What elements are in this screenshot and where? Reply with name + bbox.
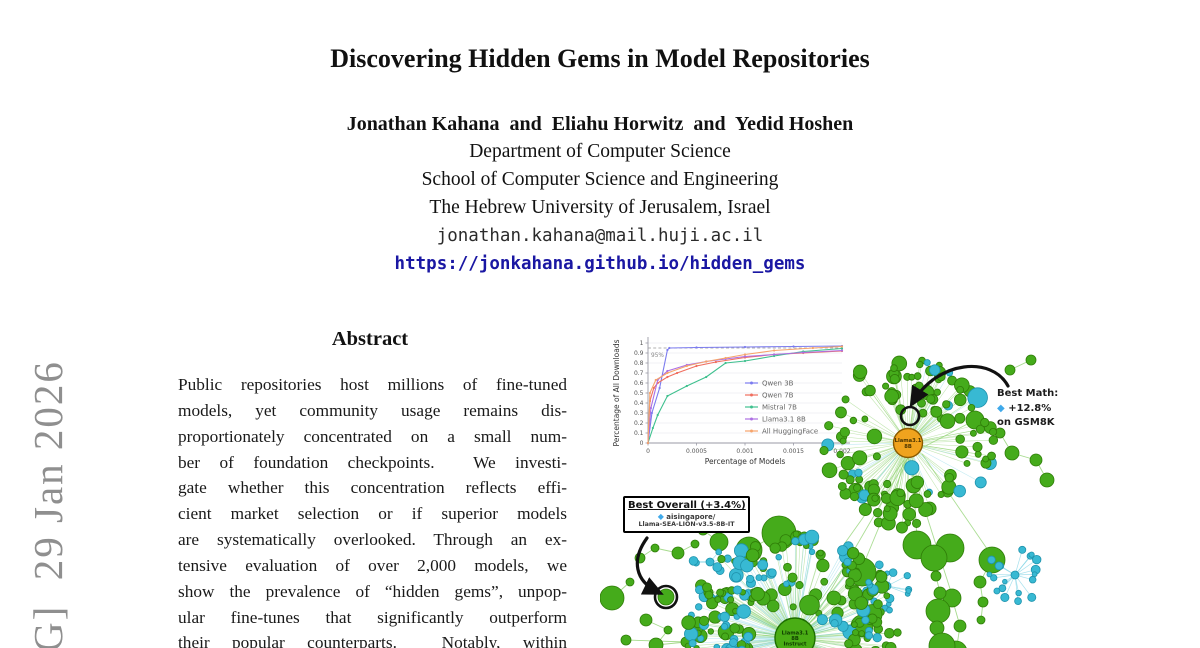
arxiv-stamp: G] 29 Jan 2026 (25, 360, 71, 648)
best-overall-model: Llama-SEA-LION-v3.5-8B-IT (638, 521, 735, 528)
svg-text:0.3: 0.3 (634, 410, 644, 417)
affiliation-line-3: The Hebrew University of Jerusalem, Isra… (429, 197, 771, 218)
abstract-line: tensive evaluation of over 2,000 models,… (178, 555, 567, 575)
svg-text:Llama3.1: Llama3.1 (782, 630, 809, 636)
svg-text:Llama3.1: Llama3.1 (895, 438, 922, 444)
gem-icon: ◆ (997, 402, 1005, 414)
abstract-line: cient market selection or if superior mo… (178, 504, 567, 524)
svg-text:Percentage of All Downloads: Percentage of All Downloads (612, 339, 621, 446)
affiliation-line-1: Department of Computer Science (469, 141, 731, 162)
best-overall-title: Best Overall (+3.4%) (628, 500, 746, 511)
abstract-line: ular fine-tunes that significantly outpe… (178, 607, 567, 627)
svg-text:0.6: 0.6 (634, 380, 644, 387)
svg-text:All HuggingFace: All HuggingFace (762, 427, 818, 435)
contact-email: jonathan.kahana@mail.huji.ac.il (436, 226, 764, 246)
abstract-line: ber of foundation checkpoints. We invest… (178, 452, 567, 472)
abstract-line: are systematically overlooked. Through a… (178, 530, 567, 550)
abstract-line: their popular counterparts. Notably, wit… (178, 633, 567, 648)
abstract-heading: Abstract (331, 328, 409, 350)
best-math-label: Best Math: (997, 388, 1059, 399)
abstract-line: models, yet community usage remains dis- (178, 400, 567, 420)
paper-header: Discovering Hidden Gems in Model Reposit… (150, 44, 1050, 278)
svg-text:0.8: 0.8 (634, 360, 644, 367)
svg-text:95%: 95% (651, 353, 664, 359)
abstract-line: show the prevalence of “hidden gems”, un… (178, 581, 567, 601)
paper-authors: Jonathan Kahana and Eliahu Horwitz and Y… (346, 113, 854, 135)
paper-title: Discovering Hidden Gems in Model Reposit… (330, 44, 870, 73)
abstract-body: Public repositories host millions of fin… (178, 372, 567, 648)
abstract-line: Public repositories host millions of fin… (178, 375, 567, 394)
svg-text:Percentage of Models: Percentage of Models (705, 457, 786, 466)
svg-text:8B: 8B (904, 444, 912, 450)
svg-text:Mistral 7B: Mistral 7B (762, 403, 797, 411)
gem-icon: ◆ (657, 512, 664, 521)
svg-text:Qwen 3B: Qwen 3B (762, 379, 794, 387)
svg-text:Instruct: Instruct (784, 642, 808, 648)
best-overall-annotation: Best Overall (+3.4%) ◆ aisingapore/ Llam… (623, 496, 750, 533)
downloads-cdf-chart: 0 0.1 0.2 0.3 0.4 0.5 0.6 0.7 0.8 0.9 1 0 0.0005 0.00… (612, 337, 851, 466)
best-math-value: +12.8% (1008, 402, 1052, 414)
svg-text:0: 0 (640, 440, 644, 447)
best-math-annotation: Best Math: ◆ +12.8% on GSM8K (997, 387, 1087, 431)
abstract-line: gate whether this concentration reflects… (178, 478, 567, 498)
affiliation-line-2: School of Computer Science and Engineeri… (421, 169, 779, 190)
svg-text:0.1: 0.1 (634, 430, 644, 437)
svg-text:Llama3.1 8B: Llama3.1 8B (762, 415, 806, 423)
svg-text:8B: 8B (791, 636, 799, 642)
best-overall-org: aisingapore/ (666, 513, 716, 521)
svg-text:0: 0 (646, 448, 650, 455)
best-math-benchmark: on GSM8K (997, 417, 1055, 428)
abstract-line: proportionately concentrated on a small … (178, 426, 567, 446)
svg-text:0.001: 0.001 (736, 448, 753, 455)
svg-text:0.0005: 0.0005 (686, 448, 707, 455)
project-url-link[interactable]: https://jonkahana.github.io/hidden_gems (394, 254, 806, 274)
svg-text:0.0015: 0.0015 (783, 448, 804, 455)
svg-text:0.5: 0.5 (634, 390, 644, 397)
svg-text:0.4: 0.4 (634, 400, 644, 407)
svg-text:0.7: 0.7 (634, 370, 644, 377)
svg-text:1: 1 (640, 340, 644, 347)
svg-text:0.2: 0.2 (634, 420, 644, 427)
svg-text:0.9: 0.9 (634, 350, 644, 357)
svg-text:Qwen 7B: Qwen 7B (762, 391, 794, 399)
